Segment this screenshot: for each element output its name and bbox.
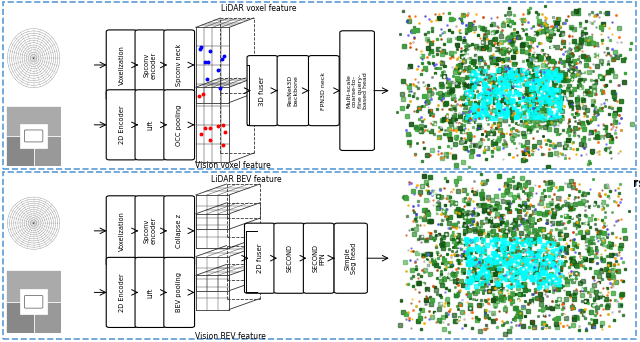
Bar xyxy=(6,106,61,136)
Text: SECOND: SECOND xyxy=(286,244,292,272)
Bar xyxy=(20,124,47,148)
Text: ResNet3D
backbone: ResNet3D backbone xyxy=(288,75,298,106)
Text: Voxelization: Voxelization xyxy=(118,211,125,251)
FancyBboxPatch shape xyxy=(164,90,195,160)
Text: 2D Fusion-based EFFOcc (ours): 2D Fusion-based EFFOcc (ours) xyxy=(445,177,640,190)
Text: Lift: Lift xyxy=(147,120,154,130)
FancyBboxPatch shape xyxy=(277,56,309,126)
Text: LiDAR voxel feature: LiDAR voxel feature xyxy=(221,4,296,13)
FancyBboxPatch shape xyxy=(244,223,275,293)
FancyBboxPatch shape xyxy=(340,31,374,150)
FancyBboxPatch shape xyxy=(164,258,195,328)
Bar xyxy=(6,270,61,302)
Text: Multi-scale
coarse-to-
fine query-
based head: Multi-scale coarse-to- fine query- based… xyxy=(346,72,369,109)
Bar xyxy=(3,2,636,169)
FancyBboxPatch shape xyxy=(247,56,278,126)
Text: Voxelization: Voxelization xyxy=(118,45,125,85)
FancyBboxPatch shape xyxy=(24,130,43,142)
FancyBboxPatch shape xyxy=(106,90,137,160)
FancyBboxPatch shape xyxy=(24,295,43,308)
Text: Lift: Lift xyxy=(147,287,154,298)
Text: 2D Encoder: 2D Encoder xyxy=(118,273,125,312)
Text: 3D fuser: 3D fuser xyxy=(259,76,266,105)
Text: 2D Encoder: 2D Encoder xyxy=(118,106,125,144)
FancyBboxPatch shape xyxy=(106,196,137,266)
Text: SECOND
FPN: SECOND FPN xyxy=(312,244,325,272)
Text: Spconv
encoder: Spconv encoder xyxy=(144,51,157,79)
FancyBboxPatch shape xyxy=(303,223,334,293)
Text: 3D Fusion-based Occ3D: 3D Fusion-based Occ3D xyxy=(461,5,616,18)
FancyBboxPatch shape xyxy=(106,30,137,100)
Text: Spconv
encoder: Spconv encoder xyxy=(144,217,157,245)
FancyBboxPatch shape xyxy=(308,56,339,126)
FancyBboxPatch shape xyxy=(274,223,305,293)
Bar xyxy=(6,136,34,166)
Bar xyxy=(6,302,34,333)
FancyBboxPatch shape xyxy=(135,196,166,266)
FancyBboxPatch shape xyxy=(135,90,166,160)
Bar xyxy=(20,289,47,315)
Text: Vision BEV feature: Vision BEV feature xyxy=(195,332,266,341)
FancyBboxPatch shape xyxy=(334,223,367,293)
Bar xyxy=(34,302,61,333)
Bar xyxy=(3,172,636,339)
FancyBboxPatch shape xyxy=(164,196,195,266)
Text: FPN3D neck: FPN3D neck xyxy=(321,71,326,110)
Bar xyxy=(34,136,61,166)
FancyBboxPatch shape xyxy=(106,258,137,328)
Text: OCC pooling: OCC pooling xyxy=(176,104,182,145)
FancyBboxPatch shape xyxy=(164,30,195,100)
Text: 2D fuser: 2D fuser xyxy=(257,244,263,273)
Text: Collapse z: Collapse z xyxy=(176,214,182,248)
FancyBboxPatch shape xyxy=(135,258,166,328)
FancyBboxPatch shape xyxy=(135,30,166,100)
Text: Spconv neck: Spconv neck xyxy=(176,44,182,86)
Text: Vision voxel feature: Vision voxel feature xyxy=(195,161,271,170)
Text: BEV pooling: BEV pooling xyxy=(176,273,182,312)
Text: LiDAR BEV feature: LiDAR BEV feature xyxy=(211,175,282,184)
Text: Simple
Seg head: Simple Seg head xyxy=(344,242,357,274)
